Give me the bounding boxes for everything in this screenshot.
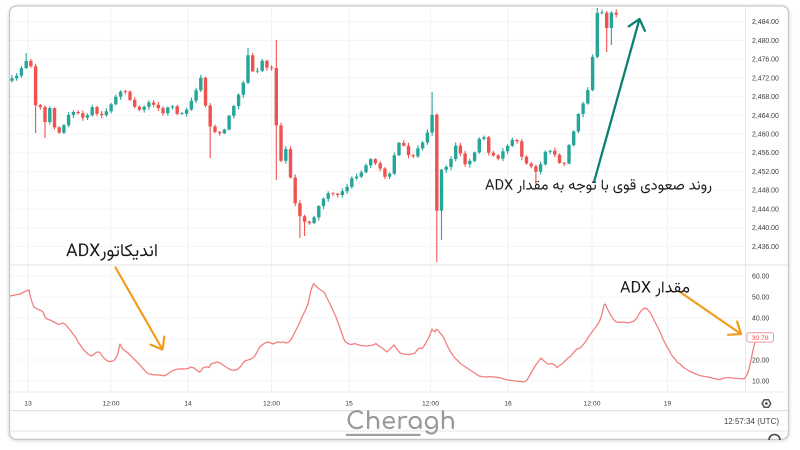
svg-text:2,476.00: 2,476.00 [752,57,779,64]
svg-text:2,468.00: 2,468.00 [752,94,779,101]
svg-text:2,452.00: 2,452.00 [752,169,779,176]
svg-text:20.00: 20.00 [752,357,769,364]
svg-text:2,448.00: 2,448.00 [752,188,779,195]
svg-text:60.00: 60.00 [752,273,769,280]
svg-text:2,444.00: 2,444.00 [752,206,779,213]
svg-text:16: 16 [504,400,512,407]
svg-text:13: 13 [24,400,32,407]
svg-text:2,460.00: 2,460.00 [752,132,779,139]
svg-text:12:00: 12:00 [583,400,600,407]
svg-text:2,484.00: 2,484.00 [752,19,779,26]
svg-text:12:00: 12:00 [263,400,280,407]
svg-text:2,456.00: 2,456.00 [752,150,779,157]
svg-text:12:57:34 (UTC): 12:57:34 (UTC) [724,417,779,426]
svg-text:12:00: 12:00 [422,400,439,407]
svg-text:2,440.00: 2,440.00 [752,225,779,232]
svg-text:50.00: 50.00 [752,294,769,301]
svg-text:2,472.00: 2,472.00 [752,75,779,82]
svg-text:12:00: 12:00 [102,400,119,407]
svg-text:14: 14 [184,400,192,407]
svg-text:2,436.00: 2,436.00 [752,244,779,251]
svg-text:30.78: 30.78 [752,335,769,342]
svg-text:2,464.00: 2,464.00 [752,113,779,120]
svg-text:10.00: 10.00 [752,378,769,385]
svg-text:15: 15 [345,400,353,407]
svg-text:19: 19 [664,400,672,407]
svg-text:40.00: 40.00 [752,315,769,322]
svg-text:2,480.00: 2,480.00 [752,38,779,45]
